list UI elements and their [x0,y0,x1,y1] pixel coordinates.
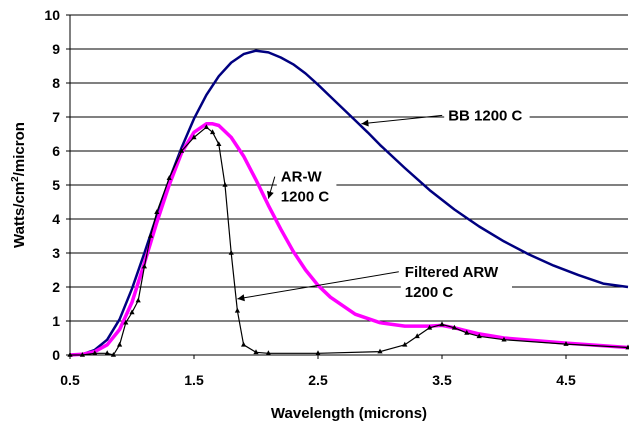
y-tick-label: 8 [52,75,60,91]
series-layer [67,49,629,357]
annotation-bg [444,105,530,126]
y-tick-label: 9 [52,41,60,57]
data-point-filtered-arw-1200-c [123,319,129,325]
x-tick-labels: 0.5 1.5 2.5 3.5 4.5 [60,355,576,388]
x-tick-label: 4.5 [556,372,576,388]
annotation-bg [276,166,337,207]
y-axis-title-main: Watts/cm [11,182,28,248]
gridlines [70,14,628,322]
annotation-label: 1200 C [281,189,330,206]
y-tick-label: 2 [52,279,60,295]
data-point-filtered-arw-1200-c [135,297,141,303]
y-tick-label: 5 [52,177,60,193]
annotation-label: 1200 C [405,284,454,301]
x-tick-label: 2.5 [308,372,328,388]
data-point-filtered-arw-1200-c [234,307,240,313]
data-point-filtered-arw-1200-c [377,348,383,354]
data-point-filtered-arw-1200-c [210,129,216,135]
data-point-filtered-arw-1200-c [228,250,234,255]
data-point-filtered-arw-1200-c [427,324,433,330]
series-line-ar-w-1200-c [69,122,629,357]
y-tick-labels: 0 1 2 3 4 5 6 7 8 9 10 [44,7,70,363]
data-point-filtered-arw-1200-c [501,336,507,342]
y-axis-title-rest: /micron [11,122,28,176]
data-point-filtered-arw-1200-c [154,209,160,214]
series-line-filtered-arw-1200-c [70,126,629,356]
annotation-arrowhead [266,190,274,199]
data-point-filtered-arw-1200-c [464,329,470,335]
data-point-filtered-arw-1200-c [476,333,482,339]
y-axis-title: Watts/cm2/micron [10,122,28,248]
x-tick-label: 0.5 [60,372,80,388]
annotation-bg [400,261,512,302]
data-point-filtered-arw-1200-c [191,134,197,140]
data-point-filtered-arw-1200-c [117,341,123,347]
data-point-filtered-arw-1200-c [222,182,228,187]
annotation-arrow-line [361,114,443,125]
annotation-label: BB 1200 C [448,107,522,124]
annotation-label: Filtered ARW [405,264,499,281]
x-tick-label: 3.5 [432,372,452,388]
data-point-filtered-arw-1200-c [79,352,85,357]
annotation-arrow-line [237,271,399,300]
y-tick-label: 0 [52,347,60,363]
y-tick-label: 3 [52,245,60,261]
annotation-label: AR-W [281,169,323,186]
x-tick-label: 1.5 [184,372,204,388]
y-tick-label: 4 [52,211,60,227]
data-point-filtered-arw-1200-c [129,309,135,315]
annotations: BB 1200 C AR-W 1200 C Filtered ARW 1200 C [237,105,530,302]
annotation-arrowhead [237,294,245,302]
data-point-filtered-arw-1200-c [241,341,247,347]
series-line-bb-1200-c [69,49,629,357]
data-point-filtered-arw-1200-c [141,263,147,269]
data-point-filtered-arw-1200-c [253,349,259,355]
data-point-filtered-arw-1200-c [166,175,172,180]
data-point-filtered-arw-1200-c [315,350,321,356]
data-point-filtered-arw-1200-c [110,352,116,357]
data-point-filtered-arw-1200-c [265,350,271,356]
data-point-filtered-arw-1200-c [402,341,408,347]
y-tick-label: 6 [52,143,60,159]
y-tick-label: 10 [44,7,60,23]
data-point-filtered-arw-1200-c [104,350,110,356]
data-point-filtered-arw-1200-c [216,141,222,146]
data-point-filtered-arw-1200-c [92,350,98,356]
data-point-filtered-arw-1200-c [203,124,209,129]
data-point-filtered-arw-1200-c [451,324,457,330]
data-point-filtered-arw-1200-c [625,344,629,350]
data-point-filtered-arw-1200-c [439,321,445,327]
x-axis-title: Wavelength (microns) [271,405,427,422]
y-tick-label: 1 [52,313,60,329]
y-axis-title-sup: 2 [10,176,21,182]
data-point-filtered-arw-1200-c [414,333,420,339]
data-point-filtered-arw-1200-c [148,233,154,238]
data-point-filtered-arw-1200-c [179,148,185,153]
annotation-arrowhead [361,119,369,127]
data-point-filtered-arw-1200-c [563,341,569,346]
y-tick-label: 7 [52,109,60,125]
